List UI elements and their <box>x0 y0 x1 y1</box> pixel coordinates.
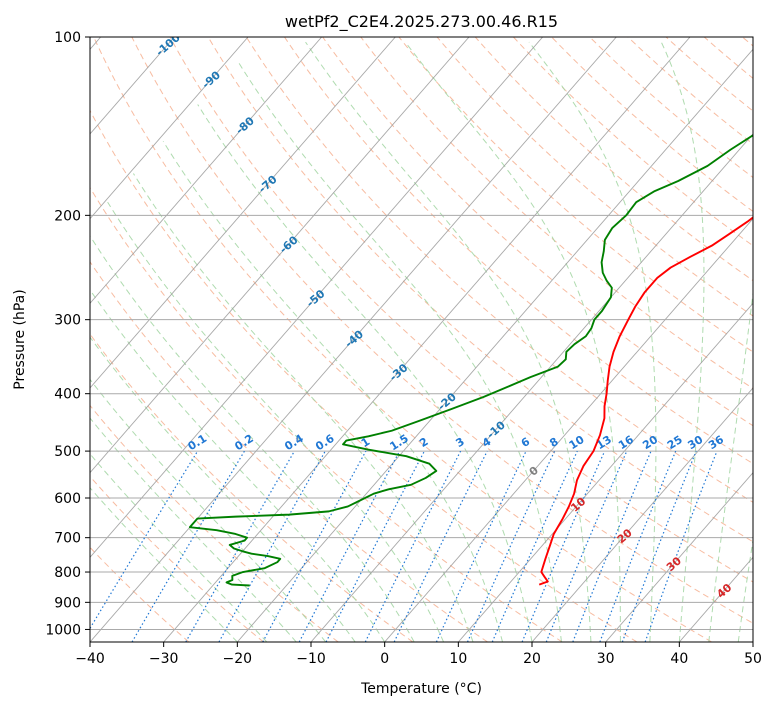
y-tick-label: 900 <box>54 595 81 611</box>
y-tick-label: 1000 <box>45 622 81 638</box>
x-tick-label: 30 <box>597 651 615 667</box>
mixing-ratio-line <box>393 450 488 642</box>
isotherm <box>90 37 470 474</box>
isotherm <box>605 471 753 642</box>
mixing-ratio-line <box>131 450 245 642</box>
y-tick-label: 700 <box>54 531 81 547</box>
plot-frame <box>89 36 754 643</box>
mixing-ratio-line <box>466 450 556 642</box>
moist-adiabat <box>404 41 621 642</box>
dry-adiabat <box>513 37 753 247</box>
isotherm <box>90 37 249 220</box>
moist-adiabat <box>660 41 705 642</box>
moist-adiabat <box>197 104 533 642</box>
mixing-ratio-line <box>262 450 367 642</box>
mixing-ratio-line <box>521 450 606 642</box>
y-tick-label: 800 <box>54 565 81 581</box>
y-tick-label: 200 <box>54 208 81 224</box>
x-tick-label: −10 <box>296 651 326 667</box>
isotherm <box>236 48 753 642</box>
isotherm <box>90 37 544 559</box>
dry-adiabat <box>245 37 753 503</box>
dry-adiabat <box>360 37 753 390</box>
y-tick-label: 100 <box>54 30 81 46</box>
y-tick-label: 600 <box>54 491 81 507</box>
y-tick-label: 400 <box>54 387 81 403</box>
dry-adiabat <box>90 109 638 642</box>
dry-adiabat <box>131 37 753 624</box>
dry-adiabat <box>90 333 414 642</box>
isotherm <box>90 37 617 642</box>
mixing-ratio-line <box>491 450 578 642</box>
dry-adiabat <box>90 186 563 642</box>
x-tick-label: −20 <box>223 651 253 667</box>
x-tick-label: −40 <box>75 651 105 667</box>
chart-title: wetPf2_C2E4.2025.273.00.46.R15 <box>285 12 558 32</box>
moist-adiabat <box>90 235 415 642</box>
dry-adiabat <box>93 37 712 642</box>
isotherm <box>163 37 691 642</box>
isotherm <box>384 217 753 642</box>
dry-adiabat <box>90 475 264 642</box>
moist-adiabat <box>133 173 474 642</box>
x-tick-label: 40 <box>670 651 688 667</box>
mixing-ratio-line <box>90 450 199 630</box>
x-tick-label: 50 <box>744 651 762 667</box>
dry-adiabat <box>322 37 753 427</box>
y-axis-label: Pressure (hPa) <box>12 289 28 389</box>
isotherm <box>90 37 323 304</box>
mixing-ratio-line <box>545 450 628 642</box>
dry-adiabat <box>398 37 753 353</box>
dry-adiabat <box>627 37 753 145</box>
moist-adiabat <box>107 201 445 642</box>
moist-adiabat <box>90 486 238 642</box>
x-tick-label: 20 <box>523 651 541 667</box>
isotherm <box>457 302 753 642</box>
temperature-line <box>538 216 753 586</box>
x-tick-label: −30 <box>149 651 179 667</box>
moist-adiabat <box>237 61 562 642</box>
moist-adiabat <box>528 41 657 642</box>
x-tick-label: 0 <box>380 651 389 667</box>
mixing-ratio-line <box>218 450 326 642</box>
y-tick-label: 300 <box>54 313 81 329</box>
mixing-ratio-line <box>185 450 295 642</box>
mixing-ratio-line <box>435 450 527 642</box>
y-tick-label: 500 <box>54 444 81 460</box>
moist-adiabat <box>90 336 356 642</box>
profile-lines <box>188 134 753 587</box>
isotherm <box>90 37 396 389</box>
moist-adiabat <box>737 536 753 642</box>
dry-adiabat <box>169 37 753 583</box>
axis-ticks: −40 −30 −20 −10 0 10 20 30 40 50 1000 900 800 700 600 5… <box>45 30 762 667</box>
moist-adiabat <box>708 289 753 642</box>
dewpoint-line <box>188 134 753 587</box>
isotherm <box>531 387 753 642</box>
x-tick-label: 10 <box>449 651 467 667</box>
x-axis-label: Temperature (°C) <box>360 681 482 697</box>
dry-adiabat <box>474 37 753 282</box>
